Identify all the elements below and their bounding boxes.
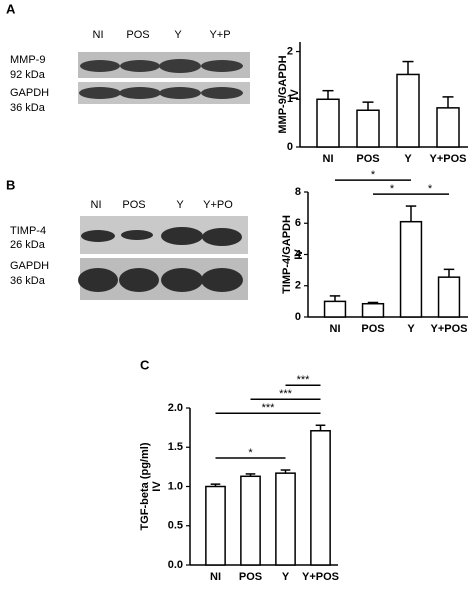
- x-tick-label: NI: [210, 571, 221, 583]
- significance-label: ***: [279, 388, 293, 400]
- bar: [323, 300, 347, 318]
- x-tick-label: NI: [323, 153, 334, 165]
- x-tick-label: POS: [239, 571, 262, 583]
- panel-label: A: [6, 1, 16, 16]
- y-axis-label: MMP-9/GAPDH: [277, 55, 289, 133]
- bar: [399, 220, 423, 318]
- y-axis-label-sub: IV: [289, 89, 301, 100]
- protein-size: 92 kDa: [10, 69, 46, 81]
- blot-bands: [79, 59, 243, 99]
- bar: [436, 107, 460, 148]
- panel-label: B: [6, 177, 15, 192]
- y-tick-label: 2: [295, 280, 301, 292]
- protein-name: GAPDH: [10, 87, 49, 99]
- bar: [437, 276, 461, 318]
- protein-name: MMP-9: [10, 54, 45, 66]
- y-tick-label: 0: [287, 141, 293, 153]
- lane-label: Y+PO: [203, 199, 233, 211]
- bar: [316, 98, 340, 148]
- blot-bands: [78, 227, 243, 292]
- lane-label: POS: [122, 199, 145, 211]
- x-tick-label: Y: [407, 323, 415, 335]
- y-tick-label: 2: [287, 45, 293, 57]
- protein-name: TIMP-4: [10, 225, 46, 237]
- lane-label: NI: [93, 29, 104, 41]
- significance-label: *: [371, 169, 376, 181]
- x-tick-label: NI: [330, 323, 341, 335]
- x-tick-label: Y: [282, 571, 290, 583]
- y-tick-label: 0: [295, 311, 301, 323]
- protein-size: 36 kDa: [10, 275, 46, 287]
- lane-label: POS: [126, 29, 149, 41]
- protein-size: 26 kDa: [10, 239, 46, 251]
- x-tick-label: Y+POS: [430, 153, 467, 165]
- x-tick-label: Y+POS: [302, 571, 339, 583]
- y-tick-label: 8: [295, 186, 301, 198]
- bar: [205, 485, 226, 566]
- significance-label: *: [248, 447, 253, 459]
- bar: [361, 302, 385, 318]
- x-tick-label: Y+POS: [431, 323, 468, 335]
- y-tick-label: 6: [295, 217, 301, 229]
- protein-size: 36 kDa: [10, 102, 46, 114]
- y-tick-label: 1: [287, 93, 293, 105]
- lane-label: Y: [174, 29, 182, 41]
- significance-label: *: [390, 183, 395, 195]
- bar: [356, 109, 380, 148]
- y-tick-label: 4: [295, 248, 302, 260]
- lane-label: NI: [91, 199, 102, 211]
- bar: [240, 475, 261, 566]
- y-tick-label: 0.0: [168, 559, 183, 571]
- bar: [396, 73, 420, 148]
- y-tick-label: 2.0: [168, 402, 183, 414]
- y-axis-label-sub: IV: [293, 249, 305, 260]
- lane-label: Y+P: [209, 29, 230, 41]
- y-tick-label: 0.5: [168, 520, 183, 532]
- x-tick-label: POS: [356, 153, 379, 165]
- protein-name: GAPDH: [10, 260, 49, 272]
- x-tick-label: POS: [361, 323, 384, 335]
- significance-label: *: [428, 183, 433, 195]
- significance-label: ***: [297, 374, 311, 386]
- y-tick-label: 1.0: [168, 480, 183, 492]
- y-axis-label: TGF-beta (pg/ml): [139, 442, 151, 530]
- panel-label: C: [140, 357, 150, 372]
- y-axis-label: TIMP-4/GAPDH: [281, 215, 293, 294]
- x-tick-label: Y: [404, 153, 412, 165]
- y-tick-label: 1.5: [168, 441, 183, 453]
- bar: [275, 472, 296, 566]
- bar: [310, 430, 331, 566]
- y-axis-label-sub: IV: [151, 481, 163, 492]
- significance-label: ***: [262, 402, 276, 414]
- lane-label: Y: [176, 199, 184, 211]
